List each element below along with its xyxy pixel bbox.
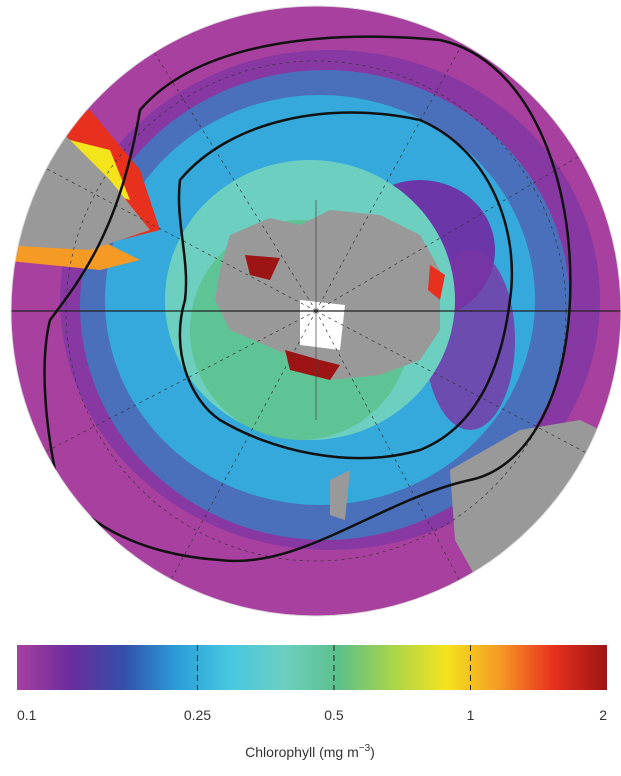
colorbar-label: Chlorophyll (mg m−3) [245,743,375,760]
colorbar-tick-label: 0.5 [324,707,344,723]
colorbar-tick-label: 0.1 [17,707,37,723]
colorbar-tick-label: 1 [467,707,475,723]
africa [450,0,540,40]
page: Chlorophyll (mg m−3) 0.10.250.512 (() =>… [0,0,621,771]
figure: Chlorophyll (mg m−3) 0.1 0.25 0.5 1 2 [0,0,621,771]
colorbar [17,645,607,690]
colorbar-tick-label: 2 [599,707,607,723]
label-close: ) [370,744,375,760]
label-exponent: −3 [359,743,371,754]
colorbar-tick-label: 0.25 [184,707,211,723]
map [0,0,621,621]
label-text: Chlorophyll (mg m [245,744,359,760]
